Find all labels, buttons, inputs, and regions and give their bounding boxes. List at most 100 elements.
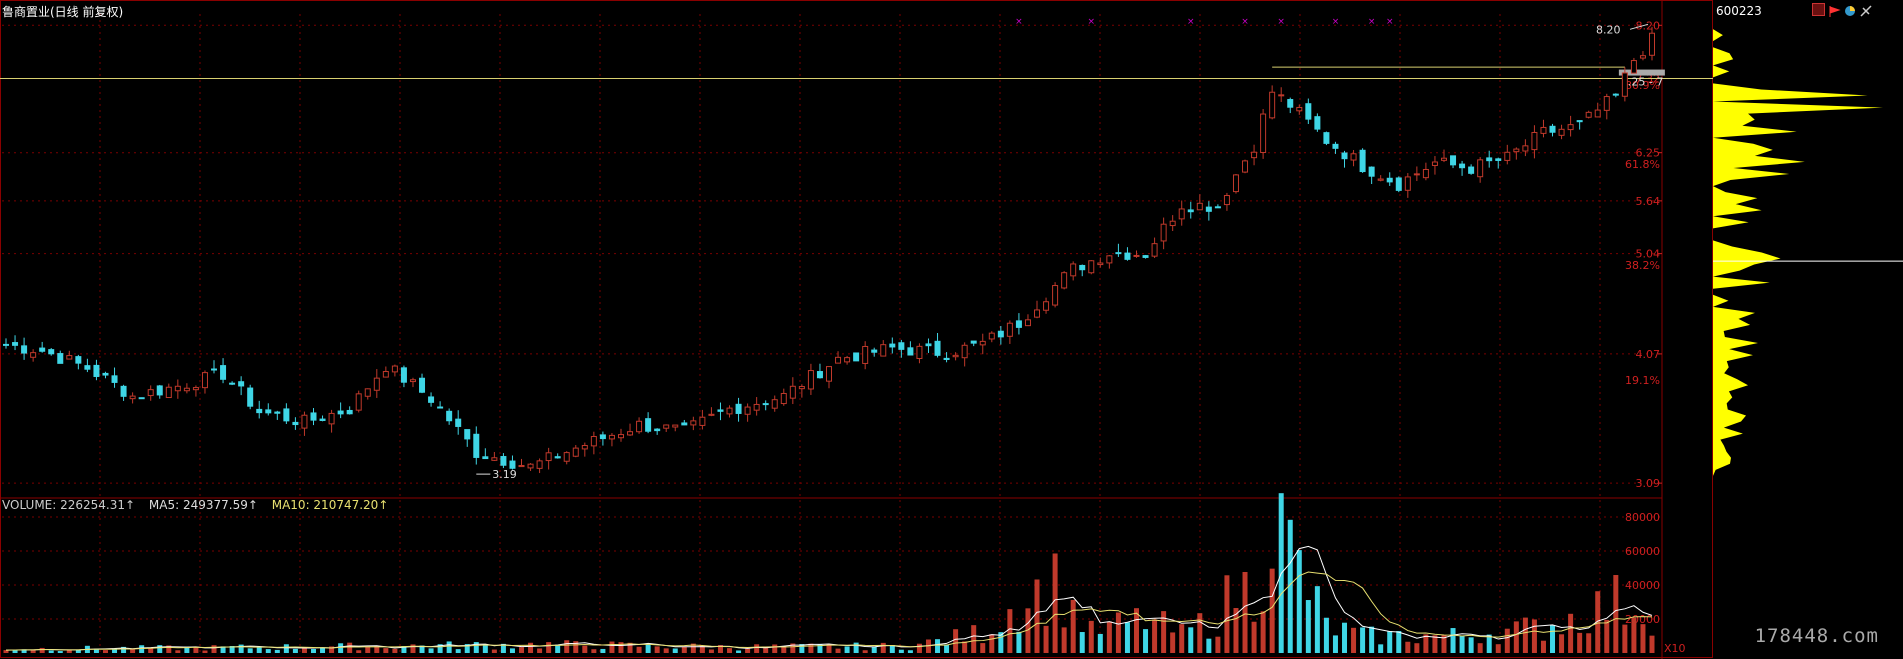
high-label: 8.20 bbox=[1596, 23, 1621, 36]
volume-bar bbox=[211, 645, 217, 653]
volume-bar bbox=[1242, 571, 1248, 653]
volume-bar bbox=[1640, 624, 1646, 653]
volume-bar bbox=[428, 648, 434, 653]
candle-body bbox=[1513, 148, 1520, 153]
volume-bar bbox=[1296, 550, 1302, 653]
volume-bar bbox=[817, 644, 823, 653]
candle-body bbox=[1540, 126, 1547, 134]
candle-body bbox=[871, 349, 878, 353]
candle-body bbox=[391, 365, 398, 373]
volume-bar bbox=[1260, 611, 1266, 653]
candle-body bbox=[699, 416, 706, 426]
candle-body bbox=[563, 452, 570, 462]
candle-body bbox=[988, 332, 995, 340]
volume-bar bbox=[112, 648, 118, 653]
volume-bar bbox=[663, 648, 669, 653]
candle-body bbox=[1468, 166, 1475, 174]
volume-bar bbox=[48, 650, 54, 653]
volume-bar bbox=[238, 644, 244, 653]
volume-bar bbox=[519, 647, 525, 653]
volume-bar bbox=[1522, 617, 1528, 653]
volume-bar bbox=[1206, 638, 1212, 653]
volume-bar bbox=[1034, 579, 1040, 653]
volume-bar bbox=[329, 646, 335, 653]
volume-bar bbox=[1405, 641, 1411, 653]
volume-bar bbox=[1622, 624, 1628, 653]
volume-bar bbox=[1215, 636, 1221, 653]
volume-bar bbox=[1396, 631, 1402, 653]
candle-body bbox=[1323, 132, 1330, 144]
candle-body bbox=[1341, 152, 1348, 160]
vol-tick-label: 80000 bbox=[1625, 511, 1660, 524]
volume-bar bbox=[365, 646, 371, 653]
candle-body bbox=[382, 371, 389, 378]
volume-bar bbox=[754, 644, 760, 653]
volume-bar bbox=[989, 634, 995, 653]
volume-bar bbox=[962, 641, 968, 653]
candle-body bbox=[1531, 131, 1538, 151]
volume-bar bbox=[175, 650, 181, 653]
volume-bar bbox=[482, 644, 488, 653]
volume-bar bbox=[672, 648, 678, 653]
volume-bar bbox=[265, 649, 271, 653]
y-tick-label: 3.09 bbox=[1636, 477, 1661, 490]
volume-bar bbox=[889, 645, 895, 653]
candle-body bbox=[898, 342, 905, 350]
flag-icon[interactable] bbox=[1828, 3, 1841, 17]
volume-bar bbox=[537, 648, 543, 653]
watermark: 178448.com bbox=[1754, 625, 1879, 647]
volume-bar bbox=[717, 645, 723, 653]
candle-body bbox=[274, 411, 281, 414]
candle-body bbox=[708, 413, 715, 416]
candle-body bbox=[826, 366, 832, 382]
volume-bar bbox=[247, 648, 253, 653]
y-tick-label: 4.07 bbox=[1636, 348, 1661, 361]
indicator-toggle-icon[interactable] bbox=[1812, 3, 1825, 16]
volume-bar bbox=[347, 642, 353, 653]
candle-body bbox=[916, 345, 923, 359]
volume-bar bbox=[1233, 608, 1239, 653]
volume-bar bbox=[419, 645, 425, 653]
volume-bar bbox=[799, 644, 805, 653]
volume-bar bbox=[1124, 622, 1130, 653]
candle-body bbox=[545, 452, 552, 462]
candle-body bbox=[943, 357, 950, 360]
candle-body bbox=[1205, 206, 1212, 212]
stock-code: 600223 bbox=[1716, 4, 1762, 18]
ma5-value: MA5: 249377.59↑ bbox=[148, 498, 258, 512]
volume-bar bbox=[256, 647, 262, 653]
candle-body bbox=[1504, 151, 1511, 161]
candle-body bbox=[147, 389, 154, 397]
volume-bar bbox=[66, 650, 72, 653]
candle-body bbox=[636, 420, 643, 433]
candle-body bbox=[1178, 208, 1185, 220]
y-tick-label: 6.25 bbox=[1636, 147, 1661, 160]
color-icon[interactable] bbox=[1844, 3, 1857, 16]
volume-bar bbox=[157, 645, 163, 653]
volume-bar bbox=[1378, 644, 1384, 653]
candle-body bbox=[364, 388, 371, 397]
candle-body bbox=[970, 340, 977, 344]
volume-bar bbox=[636, 646, 642, 653]
settings-icon[interactable] bbox=[1860, 3, 1873, 17]
candle-body bbox=[1151, 243, 1158, 257]
volume-bar bbox=[202, 650, 208, 653]
candle-body bbox=[1097, 262, 1104, 266]
candle-body bbox=[1585, 111, 1592, 118]
volume-bar bbox=[1504, 628, 1510, 653]
candle-body bbox=[1404, 176, 1411, 191]
volume-bar bbox=[310, 649, 316, 653]
candle-body bbox=[1431, 161, 1438, 166]
volume-bar bbox=[301, 647, 307, 653]
candle-body bbox=[1377, 178, 1384, 181]
candle-body bbox=[1612, 93, 1619, 96]
candle-body bbox=[1142, 255, 1149, 258]
volume-bar bbox=[1613, 575, 1619, 653]
candle-body bbox=[789, 385, 796, 399]
candle-body bbox=[1251, 151, 1258, 159]
volume-bar bbox=[1441, 635, 1447, 653]
volume-bar bbox=[410, 644, 416, 653]
volume-bar bbox=[148, 648, 154, 653]
volume-bar bbox=[546, 642, 552, 653]
